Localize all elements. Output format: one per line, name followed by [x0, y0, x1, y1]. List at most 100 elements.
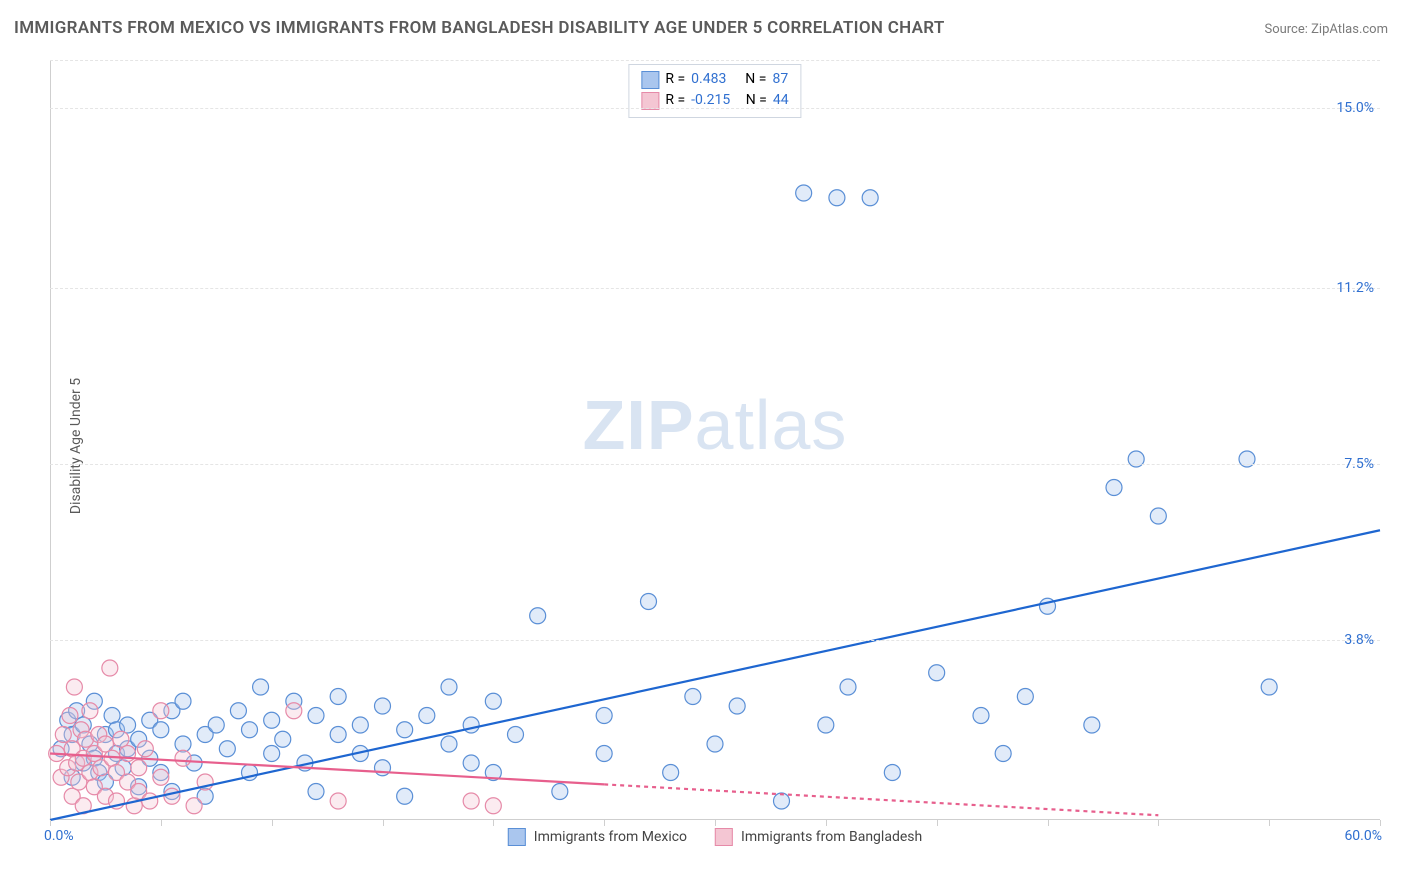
legend-label: Immigrants from Mexico	[534, 829, 687, 845]
data-point	[774, 793, 790, 809]
data-point	[104, 708, 120, 724]
data-point	[253, 679, 269, 695]
chart-svg	[50, 60, 1380, 820]
data-point	[153, 722, 169, 738]
series-legend: Immigrants from Mexico Immigrants from B…	[508, 828, 922, 846]
data-point	[208, 717, 224, 733]
data-point	[142, 793, 158, 809]
x-tick	[1380, 820, 1381, 826]
swatch-mexico	[508, 828, 526, 846]
x-tick	[1158, 820, 1159, 826]
data-point	[137, 741, 153, 757]
data-point	[641, 594, 657, 610]
x-tick	[715, 820, 716, 826]
data-point	[375, 698, 391, 714]
data-point	[1084, 717, 1100, 733]
data-point	[685, 689, 701, 705]
data-point	[995, 746, 1011, 762]
data-point	[275, 731, 291, 747]
data-point	[818, 717, 834, 733]
data-point	[175, 693, 191, 709]
grid-line	[50, 640, 1380, 641]
plot-area: ZIPatlas R = 0.483 N = 87 R = -0.215 N =…	[50, 60, 1380, 820]
swatch-bangladesh	[715, 828, 733, 846]
data-point	[884, 765, 900, 781]
x-tick	[826, 820, 827, 826]
data-point	[219, 741, 235, 757]
data-point	[97, 736, 113, 752]
data-point	[663, 765, 679, 781]
data-point	[102, 660, 118, 676]
x-tick	[161, 820, 162, 826]
data-point	[286, 703, 302, 719]
data-point	[463, 717, 479, 733]
data-point	[175, 736, 191, 752]
data-point	[829, 190, 845, 206]
data-point	[330, 727, 346, 743]
data-point	[596, 708, 612, 724]
grid-line	[50, 464, 1380, 465]
data-point	[153, 769, 169, 785]
data-point	[264, 712, 280, 728]
data-point	[120, 717, 136, 733]
grid-line	[50, 60, 1380, 61]
data-point	[308, 784, 324, 800]
data-point	[485, 693, 501, 709]
data-point	[308, 708, 324, 724]
data-point	[397, 788, 413, 804]
data-point	[352, 717, 368, 733]
data-point	[397, 722, 413, 738]
x-tick	[1048, 820, 1049, 826]
x-tick	[272, 820, 273, 826]
grid-line	[50, 288, 1380, 289]
data-point	[153, 703, 169, 719]
legend-item-bangladesh: Immigrants from Bangladesh	[715, 828, 922, 846]
data-point	[164, 788, 180, 804]
data-point	[66, 679, 82, 695]
x-axis-min-label: 0.0%	[44, 828, 74, 844]
x-axis-max-label: 60.0%	[1344, 828, 1382, 844]
data-point	[242, 722, 258, 738]
data-point	[973, 708, 989, 724]
data-point	[264, 746, 280, 762]
trend-line	[50, 530, 1380, 820]
x-tick	[383, 820, 384, 826]
data-point	[82, 703, 98, 719]
data-point	[62, 708, 78, 724]
data-point	[485, 798, 501, 814]
data-point	[330, 689, 346, 705]
data-point	[1261, 679, 1277, 695]
data-point	[175, 750, 191, 766]
x-tick	[50, 820, 51, 826]
data-point	[552, 784, 568, 800]
data-point	[463, 755, 479, 771]
legend-item-mexico: Immigrants from Mexico	[508, 828, 687, 846]
data-point	[131, 760, 147, 776]
grid-line	[50, 108, 1380, 109]
y-tick-label: 15.0%	[1336, 100, 1374, 116]
y-tick-label: 11.2%	[1336, 280, 1374, 296]
x-tick	[493, 820, 494, 826]
data-point	[862, 190, 878, 206]
y-tick-label: 7.5%	[1344, 456, 1374, 472]
data-point	[1150, 508, 1166, 524]
trend-line-dashed	[604, 784, 1158, 815]
data-point	[707, 736, 723, 752]
data-point	[796, 185, 812, 201]
data-point	[530, 608, 546, 624]
chart-title: IMMIGRANTS FROM MEXICO VS IMMIGRANTS FRO…	[14, 18, 945, 38]
data-point	[186, 798, 202, 814]
data-point	[441, 679, 457, 695]
data-point	[230, 703, 246, 719]
data-point	[596, 746, 612, 762]
source-label: Source: ZipAtlas.com	[1264, 22, 1388, 37]
data-point	[419, 708, 435, 724]
y-tick-label: 3.8%	[1344, 632, 1374, 648]
x-tick	[937, 820, 938, 826]
data-point	[840, 679, 856, 695]
legend-label: Immigrants from Bangladesh	[741, 829, 922, 845]
data-point	[463, 793, 479, 809]
x-tick	[1269, 820, 1270, 826]
data-point	[1017, 689, 1033, 705]
data-point	[55, 727, 71, 743]
